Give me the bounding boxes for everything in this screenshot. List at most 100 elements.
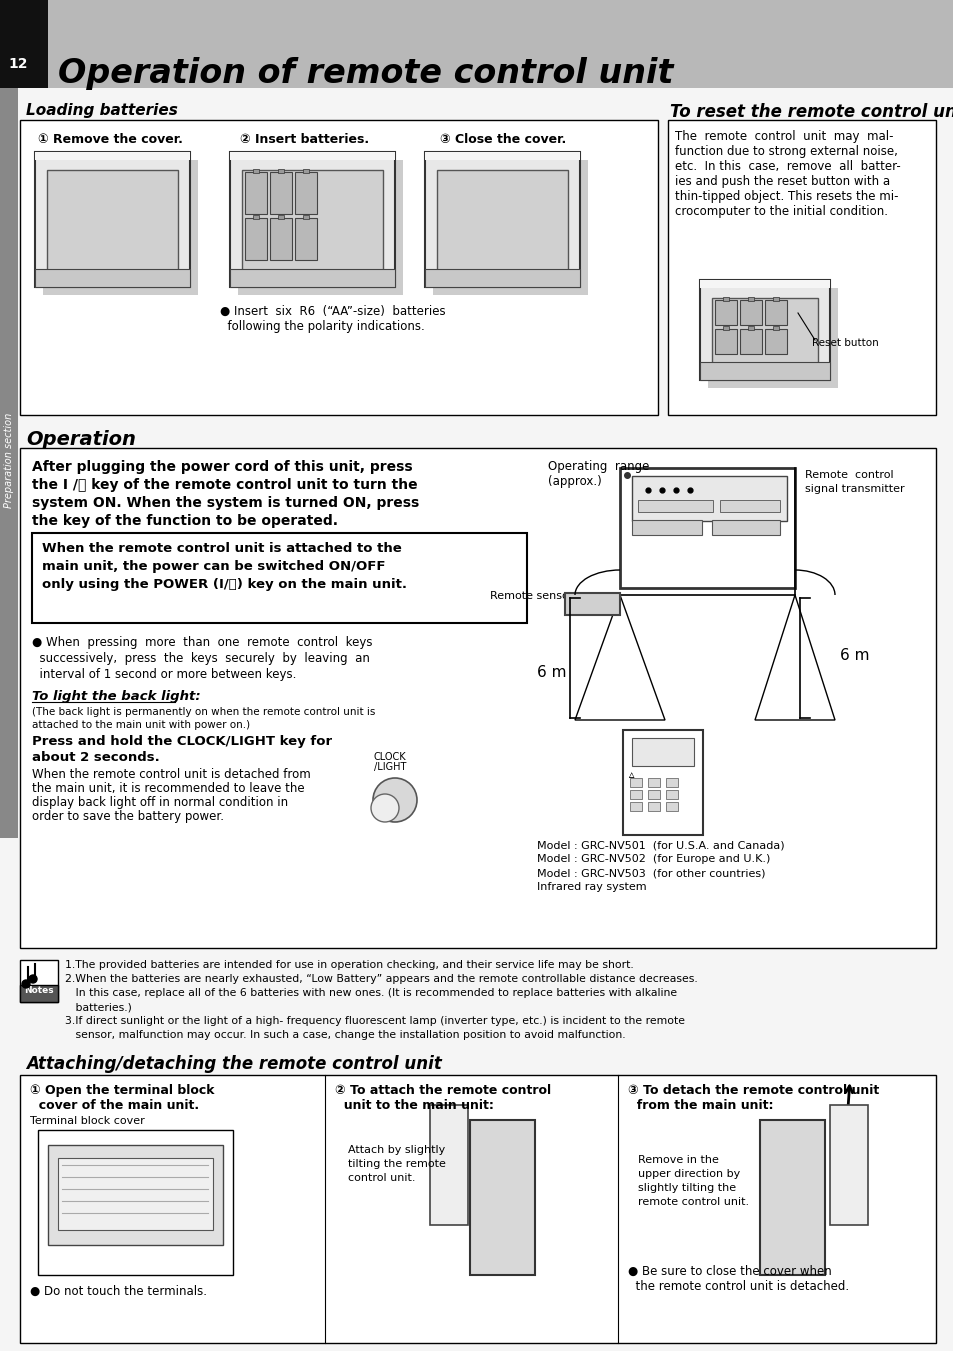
Bar — [303, 169, 309, 173]
Text: from the main unit:: from the main unit: — [627, 1098, 773, 1112]
Bar — [424, 153, 579, 286]
Bar — [35, 269, 190, 286]
Text: Model : GRC-NV501  (for U.S.A. and Canada): Model : GRC-NV501 (for U.S.A. and Canada… — [537, 840, 783, 850]
Bar — [433, 159, 587, 295]
Bar — [430, 1105, 468, 1225]
Text: ③ Close the cover.: ③ Close the cover. — [439, 132, 566, 146]
Bar — [47, 170, 178, 273]
Text: Remote  control: Remote control — [804, 470, 893, 480]
Bar — [647, 790, 659, 798]
Text: Remove in the: Remove in the — [638, 1155, 719, 1165]
Text: display back light off in normal condition in: display back light off in normal conditi… — [32, 796, 288, 809]
Text: Model : GRC-NV502  (for Europe and U.K.): Model : GRC-NV502 (for Europe and U.K.) — [537, 854, 770, 865]
Bar — [294, 172, 316, 213]
Bar — [629, 790, 641, 798]
Text: unit to the main unit:: unit to the main unit: — [335, 1098, 494, 1112]
Text: signal transmitter: signal transmitter — [804, 484, 903, 494]
Text: Preparation section: Preparation section — [4, 412, 14, 508]
Text: ② To attach the remote control: ② To attach the remote control — [335, 1084, 551, 1097]
Bar — [772, 326, 779, 330]
Circle shape — [22, 979, 30, 988]
Bar — [43, 159, 198, 295]
Bar — [631, 476, 786, 521]
Bar — [424, 153, 579, 159]
Bar — [747, 326, 753, 330]
Bar — [245, 218, 267, 259]
Bar — [667, 120, 935, 415]
Text: 3.If direct sunlight or the light of a high- frequency fluorescent lamp (inverte: 3.If direct sunlight or the light of a h… — [65, 1016, 684, 1025]
Bar — [629, 802, 641, 811]
Bar — [564, 593, 619, 615]
Bar — [20, 1075, 935, 1343]
Text: thin-tipped object. This resets the mi-: thin-tipped object. This resets the mi- — [675, 190, 898, 203]
Text: only using the POWER (I/⏻) key on the main unit.: only using the POWER (I/⏻) key on the ma… — [42, 578, 407, 590]
Text: remote control unit.: remote control unit. — [638, 1197, 748, 1206]
Bar — [0, 88, 18, 838]
Bar — [772, 297, 779, 301]
Text: the key of the function to be operated.: the key of the function to be operated. — [32, 513, 337, 528]
Bar — [665, 802, 678, 811]
Text: Operation of remote control unit: Operation of remote control unit — [58, 57, 673, 91]
Bar — [470, 1120, 535, 1275]
Bar — [764, 300, 786, 326]
Text: about 2 seconds.: about 2 seconds. — [32, 751, 159, 765]
Bar — [277, 169, 284, 173]
Bar — [0, 0, 953, 88]
Text: /LIGHT: /LIGHT — [374, 762, 406, 771]
Text: function due to strong external noise,: function due to strong external noise, — [675, 145, 897, 158]
Text: interval of 1 second or more between keys.: interval of 1 second or more between key… — [32, 667, 296, 681]
Text: Infrared ray system: Infrared ray system — [537, 882, 646, 892]
Bar — [638, 500, 712, 512]
Bar — [237, 159, 402, 295]
Bar — [740, 330, 761, 354]
Text: ② Insert batteries.: ② Insert batteries. — [240, 132, 369, 146]
Text: Operation: Operation — [26, 430, 135, 449]
Bar — [20, 985, 58, 1002]
Text: attached to the main unit with power on.): attached to the main unit with power on.… — [32, 720, 250, 730]
Bar — [707, 288, 837, 388]
Text: 12: 12 — [8, 57, 28, 72]
Text: Notes: Notes — [24, 986, 53, 994]
Bar — [230, 153, 395, 159]
Bar — [270, 218, 292, 259]
Text: batteries.): batteries.) — [65, 1002, 132, 1012]
Text: The  remote  control  unit  may  mal-: The remote control unit may mal- — [675, 130, 893, 143]
Text: the I /⏻ key of the remote control unit to turn the: the I /⏻ key of the remote control unit … — [32, 478, 417, 492]
Text: successively,  press  the  keys  securely  by  leaving  an: successively, press the keys securely by… — [32, 653, 370, 665]
Text: To light the back light:: To light the back light: — [32, 690, 200, 703]
Bar — [35, 153, 190, 286]
Circle shape — [29, 975, 37, 984]
Bar — [619, 467, 794, 588]
Text: crocomputer to the initial condition.: crocomputer to the initial condition. — [675, 205, 887, 218]
Text: cover of the main unit.: cover of the main unit. — [30, 1098, 199, 1112]
Bar — [747, 297, 753, 301]
Bar — [0, 0, 48, 88]
Bar — [647, 778, 659, 788]
Text: ● When  pressing  more  than  one  remote  control  keys: ● When pressing more than one remote con… — [32, 636, 372, 648]
Text: ies and push the reset button with a: ies and push the reset button with a — [675, 176, 889, 188]
Bar — [700, 280, 829, 288]
Bar — [20, 120, 658, 415]
Bar — [242, 170, 382, 273]
Bar — [270, 172, 292, 213]
Text: 1.The provided batteries are intended for use in operation checking, and their s: 1.The provided batteries are intended fo… — [65, 961, 633, 970]
Text: control unit.: control unit. — [348, 1173, 416, 1183]
Bar — [665, 778, 678, 788]
Bar — [424, 269, 579, 286]
Text: When the remote control unit is attached to the: When the remote control unit is attached… — [42, 542, 401, 555]
Bar — [253, 169, 258, 173]
Text: etc.  In this  case,  remove  all  batter-: etc. In this case, remove all batter- — [675, 159, 900, 173]
Bar — [740, 300, 761, 326]
Bar — [20, 961, 58, 1002]
Text: Attaching/detaching the remote control unit: Attaching/detaching the remote control u… — [26, 1055, 441, 1073]
Text: ● Insert  six  R6  (“AA”-size)  batteries: ● Insert six R6 (“AA”-size) batteries — [220, 305, 445, 317]
Circle shape — [371, 794, 398, 821]
Bar — [829, 1105, 867, 1225]
Bar — [720, 500, 780, 512]
Text: △: △ — [629, 771, 634, 778]
Bar — [722, 326, 728, 330]
Text: In this case, replace all of the 6 batteries with new ones. (It is recommended t: In this case, replace all of the 6 batte… — [65, 988, 677, 998]
Bar — [303, 215, 309, 219]
Text: Remote sensor: Remote sensor — [490, 590, 573, 601]
Text: Attach by slightly: Attach by slightly — [348, 1146, 445, 1155]
